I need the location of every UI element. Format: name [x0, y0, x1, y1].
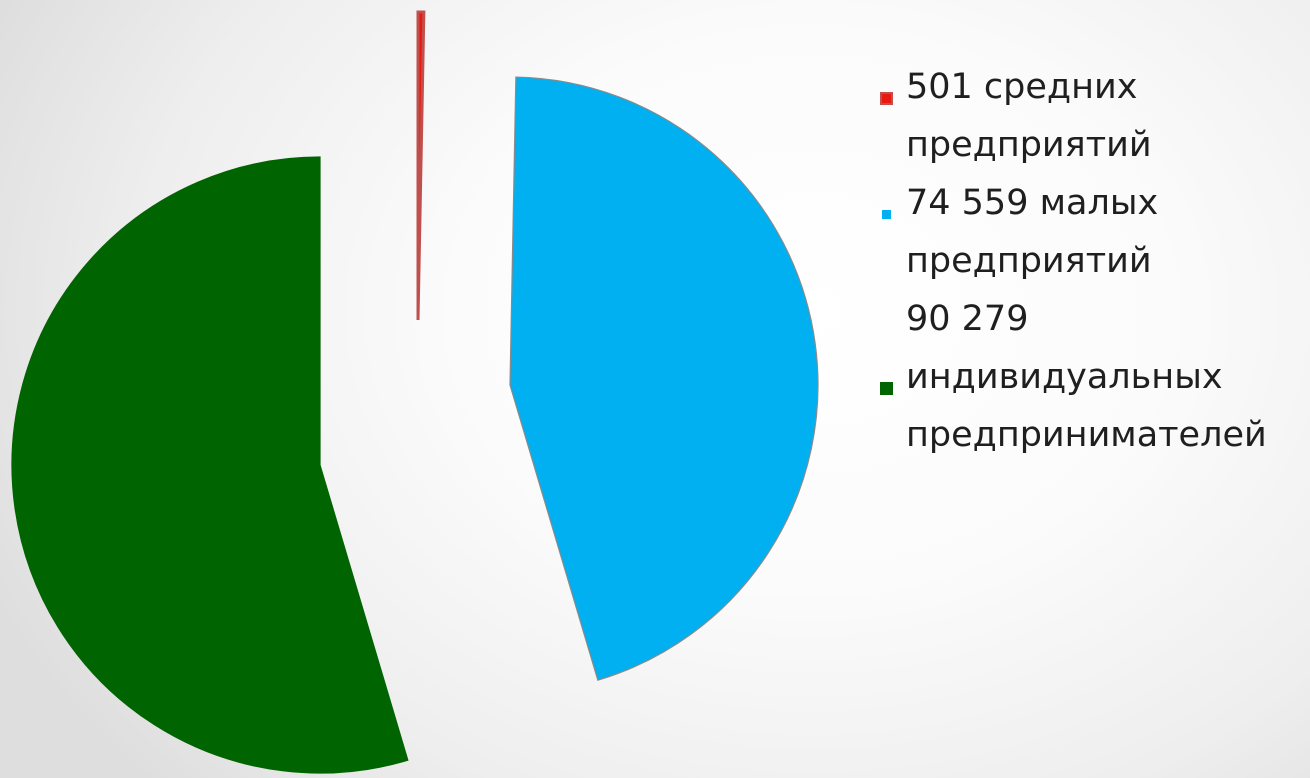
legend-item-medium-enterprises: 501 средних предприятий	[874, 58, 1304, 174]
legend-swatch-medium	[880, 92, 893, 105]
legend-label-small: 74 559 малых предприятий	[906, 183, 1159, 281]
legend-swatch-small	[880, 208, 893, 221]
legend-label-individual: 90 279 индивидуальных предпринимателей	[906, 299, 1267, 455]
chart-legend: 501 средних предприятий 74 559 малых пре…	[874, 58, 1304, 464]
legend-swatch-individual	[880, 382, 893, 395]
pie-slice-medium-enterprises	[416, 10, 426, 321]
legend-item-individual-entrepreneurs: 90 279 индивидуальных предпринимателей	[874, 290, 1304, 464]
pie-slice-individual-entrepreneurs	[11, 156, 409, 774]
legend-item-small-enterprises: 74 559 малых предприятий	[874, 174, 1304, 290]
pie-slice-small-enterprises	[509, 76, 819, 681]
legend-label-medium: 501 средних предприятий	[906, 67, 1152, 165]
